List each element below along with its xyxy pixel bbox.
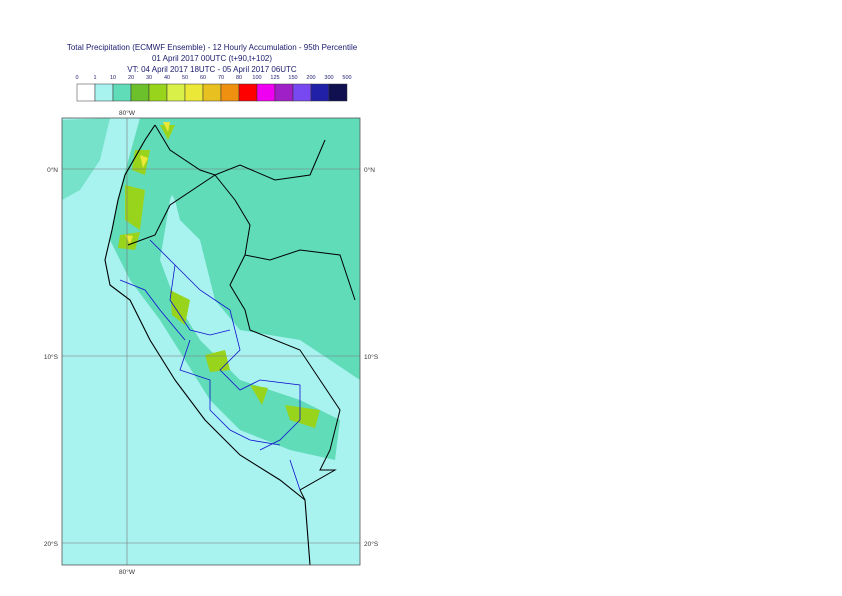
legend-label: 50 [182, 75, 188, 81]
legend-swatch [130, 83, 150, 102]
legend-swatch [148, 83, 168, 102]
legend-swatch [166, 83, 186, 102]
legend-label: 100 [252, 75, 261, 81]
lon-label: 80°W [119, 109, 136, 117]
valid-time: VT: 04 April 2017 18UTC - 05 April 2017 … [127, 65, 297, 74]
region-border [119, 239, 301, 491]
precip-area [110, 118, 340, 460]
legend-swatch [112, 83, 132, 102]
legend-label: 80 [236, 75, 242, 81]
lat-label: 0°N [364, 166, 375, 174]
precip-area [62, 118, 110, 200]
title: Total Precipitation (ECMWF Ensemble) - 1… [67, 43, 358, 52]
base-time: 01 April 2017 00UTC (t+90,t+102) [152, 54, 272, 63]
precip-area [118, 125, 320, 428]
graticule [62, 118, 360, 565]
legend-label: 10 [110, 75, 116, 81]
legend-swatch [76, 83, 96, 102]
legend-label: 60 [200, 75, 206, 81]
lat-label: 0°N [47, 166, 58, 174]
legend-swatch [256, 83, 276, 102]
legend-label: 20 [128, 75, 134, 81]
country-border [127, 124, 356, 501]
lat-label: 20°S [364, 540, 379, 548]
legend-swatch [274, 83, 294, 102]
legend-swatch [328, 83, 348, 102]
lon-label: 80°W [119, 568, 136, 576]
lat-label: 10°S [364, 353, 379, 361]
lat-label: 20°S [44, 540, 59, 548]
legend-label: 0 [75, 75, 78, 81]
lat-label: 10°S [44, 353, 59, 361]
legend-label: 30 [146, 75, 152, 81]
map-frame [61, 117, 361, 566]
legend-swatch [292, 83, 312, 102]
legend-swatch [184, 83, 204, 102]
legend-label: 1 [93, 75, 96, 81]
legend-swatch [202, 83, 222, 102]
coastline [104, 124, 311, 566]
legend-swatch [310, 83, 330, 102]
legend-label: 500 [342, 75, 351, 81]
legend-swatch [238, 83, 258, 102]
legend-swatch [220, 83, 240, 102]
map [61, 117, 361, 566]
legend-label: 150 [288, 75, 297, 81]
legend-swatch [94, 83, 114, 102]
legend-label: 200 [306, 75, 315, 81]
legend-label: 125 [270, 75, 279, 81]
legend-label: 70 [218, 75, 224, 81]
legend-label: 300 [324, 75, 333, 81]
legend-label: 40 [164, 75, 170, 81]
